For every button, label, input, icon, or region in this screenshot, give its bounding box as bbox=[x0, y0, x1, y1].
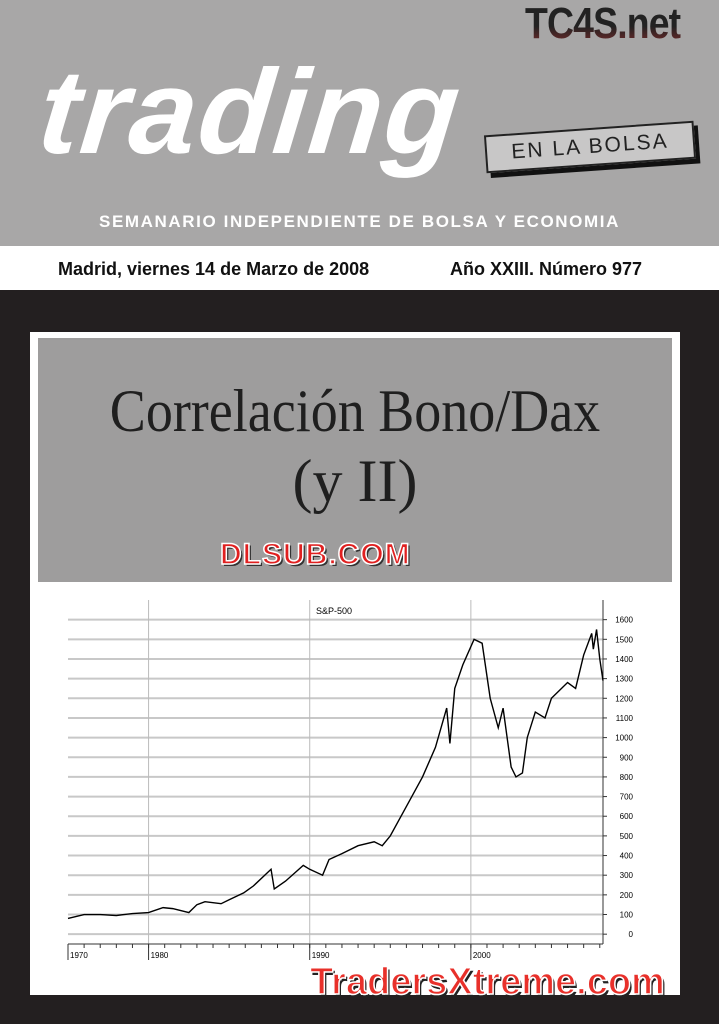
sp500-chart: 0 100 200 300 400 500 600 700 800 900 1000 1100 1200… bbox=[58, 592, 650, 970]
chart-title: S&P-500 bbox=[316, 606, 352, 616]
y-tick-label: 1400 bbox=[615, 655, 633, 664]
x-tick-label: 1980 bbox=[151, 951, 169, 960]
cover-subtitle: (y II) bbox=[292, 448, 418, 514]
issue-number: Año XXIII. Número 977 bbox=[450, 259, 643, 279]
x-tick-label: 1990 bbox=[312, 951, 330, 960]
logo: trading bbox=[32, 45, 468, 179]
watermark-top: TC4S.net bbox=[525, 0, 681, 48]
y-tick-label: 100 bbox=[620, 911, 634, 920]
cover-title: Correlación Bono/Dax bbox=[109, 378, 601, 444]
y-tick-label: 900 bbox=[620, 753, 634, 762]
x-tick-label: 2000 bbox=[473, 951, 491, 960]
chart-frame bbox=[58, 592, 650, 970]
tagline: SEMANARIO INDEPENDIENTE DE BOLSA Y ECONO… bbox=[99, 212, 620, 231]
y-tick-label: 1300 bbox=[615, 675, 633, 684]
y-tick-label: 600 bbox=[620, 812, 634, 821]
y-tick-label: 1000 bbox=[615, 734, 633, 743]
y-tick-label: 1500 bbox=[615, 635, 633, 644]
dateline: Madrid, viernes 14 de Marzo de 2008 Año … bbox=[0, 246, 719, 290]
y-tick-label: 200 bbox=[620, 891, 634, 900]
watermark-mid: DLSUB.COM bbox=[219, 538, 411, 571]
y-tick-label: 400 bbox=[620, 852, 634, 861]
x-tick-label: 1970 bbox=[70, 951, 88, 960]
masthead: trading EN LA BOLSA TC4S.net SEMANARIO I… bbox=[0, 0, 719, 246]
y-tick-label: 1200 bbox=[615, 694, 633, 703]
y-tick-label: 500 bbox=[620, 832, 634, 841]
watermark-bottom: TradersXtreme.com bbox=[309, 960, 665, 1003]
y-tick-label: 1100 bbox=[616, 714, 634, 723]
y-tick-label: 300 bbox=[620, 871, 634, 880]
sub-logo: EN LA BOLSA bbox=[483, 120, 697, 174]
y-tick-label: 700 bbox=[620, 793, 634, 802]
sp500-line bbox=[67, 629, 604, 920]
title-box: Correlación Bono/Dax (y II) bbox=[38, 338, 672, 582]
issue-date: Madrid, viernes 14 de Marzo de 2008 bbox=[58, 259, 370, 279]
y-tick-label: 1600 bbox=[615, 616, 633, 625]
y-tick-label: 800 bbox=[620, 773, 634, 782]
y-tick-label: 0 bbox=[629, 930, 634, 939]
